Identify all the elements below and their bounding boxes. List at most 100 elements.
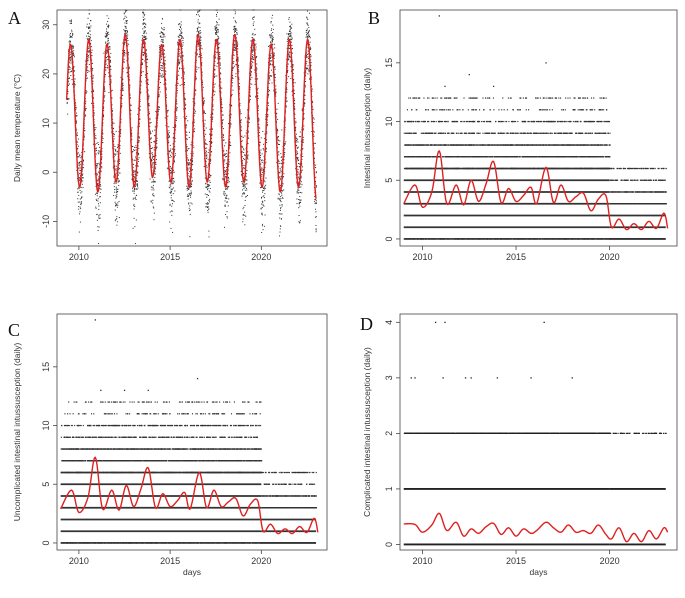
temperature-point xyxy=(174,137,176,139)
temperature-point xyxy=(222,178,224,180)
temperature-point xyxy=(149,178,151,180)
temperature-point xyxy=(119,135,121,137)
temperature-point xyxy=(110,82,112,84)
temperature-point xyxy=(232,89,234,91)
temperature-point xyxy=(131,135,133,137)
temperature-point xyxy=(208,230,210,232)
temperature-point xyxy=(254,39,256,41)
temperature-point xyxy=(152,194,154,196)
temperature-point xyxy=(291,52,293,54)
temperature-point xyxy=(169,204,171,206)
temperature-point xyxy=(112,133,114,135)
temperature-point xyxy=(197,19,199,21)
temperature-point xyxy=(270,21,272,22)
temperature-point xyxy=(92,80,94,82)
temperature-point xyxy=(214,39,216,41)
temperature-point xyxy=(85,90,87,92)
temperature-point xyxy=(221,126,223,128)
temperature-point xyxy=(289,25,291,27)
temperature-point xyxy=(148,103,150,105)
temperature-point xyxy=(85,78,87,80)
temperature-point xyxy=(119,167,121,169)
temperature-point xyxy=(118,160,120,162)
temperature-point xyxy=(200,55,202,57)
temperature-point xyxy=(244,224,246,226)
temperature-point xyxy=(68,62,70,64)
temperature-point xyxy=(290,27,292,29)
temperature-point xyxy=(189,159,191,161)
temperature-point xyxy=(268,76,270,78)
temperature-point xyxy=(153,135,155,137)
temperature-point xyxy=(69,34,71,36)
temperature-point xyxy=(310,77,312,79)
temperature-point xyxy=(299,191,301,193)
temperature-point xyxy=(216,75,218,77)
temperature-point xyxy=(92,68,94,70)
temperature-point xyxy=(84,108,86,110)
temperature-point xyxy=(144,31,146,33)
temperature-point xyxy=(206,156,208,158)
temperature-point xyxy=(119,152,121,154)
temperature-point xyxy=(113,176,115,178)
temperature-point xyxy=(223,135,225,137)
temperature-point xyxy=(134,188,136,190)
temperature-point xyxy=(306,16,308,18)
temperature-point xyxy=(229,144,231,146)
temperature-point xyxy=(207,184,209,186)
temperature-point xyxy=(197,29,199,31)
temperature-point xyxy=(126,20,128,22)
temperature-point xyxy=(198,31,200,33)
temperature-point xyxy=(105,67,107,69)
temperature-point xyxy=(233,45,235,47)
temperature-point xyxy=(225,189,227,191)
temperature-point xyxy=(98,153,100,155)
temperature-point xyxy=(162,32,164,34)
temperature-point xyxy=(152,193,154,195)
temperature-point xyxy=(297,171,299,173)
temperature-point xyxy=(133,149,135,151)
temperature-point xyxy=(131,178,133,180)
temperature-point xyxy=(187,157,189,159)
temperature-point xyxy=(280,207,282,209)
temperature-point xyxy=(313,135,315,137)
temperature-point xyxy=(123,61,125,63)
temperature-point xyxy=(152,154,154,156)
temperature-point xyxy=(152,156,154,158)
temperature-point xyxy=(197,14,199,16)
temperature-point xyxy=(115,175,117,177)
temperature-point xyxy=(278,151,280,153)
temperature-point xyxy=(177,74,179,76)
temperature-point xyxy=(221,119,223,121)
temperature-point xyxy=(310,64,312,66)
temperature-point xyxy=(223,167,225,169)
temperature-point xyxy=(92,143,94,145)
temperature-point xyxy=(96,192,98,194)
temperature-point xyxy=(234,40,236,42)
temperature-point xyxy=(131,174,133,176)
temperature-point xyxy=(216,62,218,64)
temperature-point xyxy=(232,61,234,63)
temperature-point xyxy=(150,137,152,139)
temperature-point xyxy=(113,195,115,196)
temperature-point xyxy=(150,142,152,144)
temperature-point xyxy=(105,63,107,65)
temperature-point xyxy=(168,135,170,137)
temperature-point xyxy=(215,32,217,34)
plot-frame xyxy=(56,9,328,247)
temperature-point xyxy=(102,142,104,144)
temperature-point xyxy=(231,93,233,95)
temperature-point xyxy=(288,17,290,19)
temperature-point xyxy=(184,99,186,101)
temperature-point xyxy=(88,27,90,29)
temperature-point xyxy=(158,93,160,95)
temperature-point xyxy=(159,86,161,88)
temperature-point xyxy=(133,172,135,174)
temperature-point xyxy=(197,42,199,44)
temperature-point xyxy=(298,221,300,223)
temperature-point xyxy=(75,109,77,111)
temperature-point xyxy=(95,198,97,200)
temperature-point xyxy=(89,36,91,38)
temperature-point xyxy=(137,152,139,154)
temperature-point xyxy=(306,10,308,12)
temperature-point xyxy=(307,67,309,69)
